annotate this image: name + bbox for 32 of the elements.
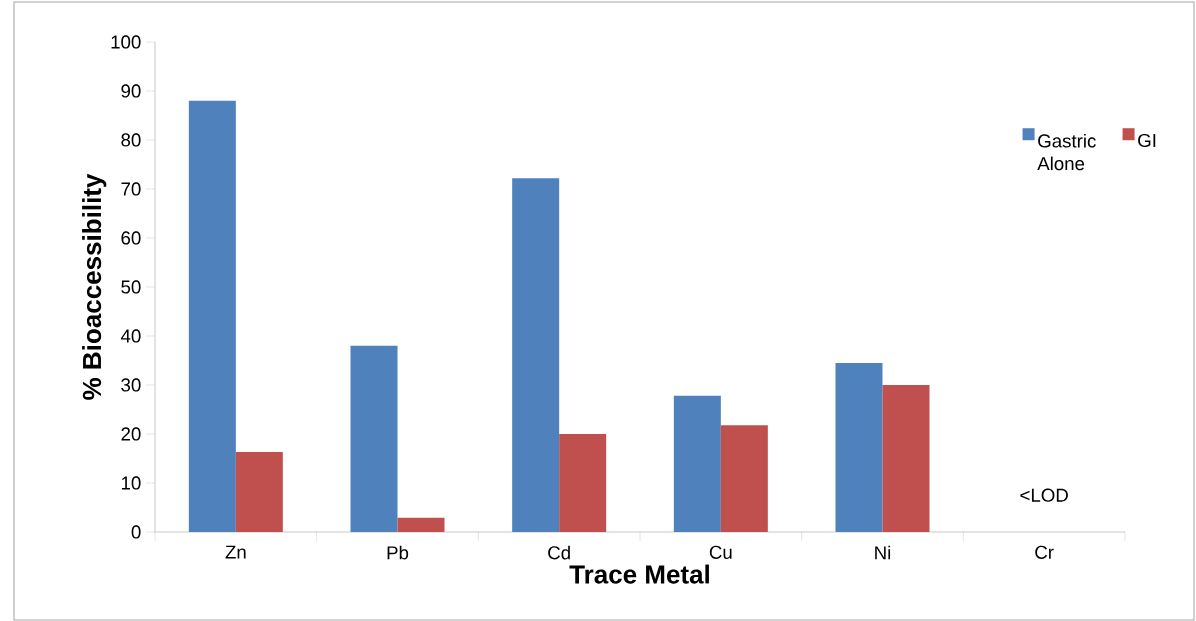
y-tick-label: 50 [121, 280, 141, 294]
x-tick-label: Ni [875, 545, 891, 560]
y-tick-label: 20 [121, 427, 141, 441]
x-tick-label: Cd [548, 545, 570, 560]
y-tick-label: 90 [121, 84, 141, 98]
bar [188, 100, 236, 532]
bar [397, 517, 445, 532]
bar [559, 433, 607, 532]
bar [720, 425, 768, 532]
bar [350, 345, 398, 532]
y-axis-title: % Bioaccessibility [82, 173, 107, 400]
bar [235, 452, 283, 532]
y-tick-label: 70 [121, 182, 141, 196]
y-tick-label: 10 [121, 476, 141, 490]
x-tick-label: Zn [225, 545, 246, 559]
y-tick-label: 60 [121, 231, 141, 245]
y-tick-label: 0 [131, 525, 141, 539]
y-tick-label: 80 [121, 133, 141, 147]
y-tick-label: 100 [111, 35, 141, 49]
x-axis-title: Trace Metal [569, 564, 709, 584]
bar [835, 362, 883, 532]
bar [673, 395, 721, 532]
x-tick-label: Pb [387, 545, 409, 560]
bar [882, 384, 930, 532]
legend-label: GI [1138, 133, 1156, 148]
x-tick-label: Cu [709, 545, 732, 559]
bar [512, 178, 560, 532]
y-tick-label: 30 [121, 378, 141, 392]
x-tick-label: Cr [1035, 545, 1054, 559]
legend-label: Gastric Alone [1037, 133, 1096, 171]
annotation: <LOD [1020, 488, 1068, 502]
y-tick-label: 40 [120, 329, 141, 343]
